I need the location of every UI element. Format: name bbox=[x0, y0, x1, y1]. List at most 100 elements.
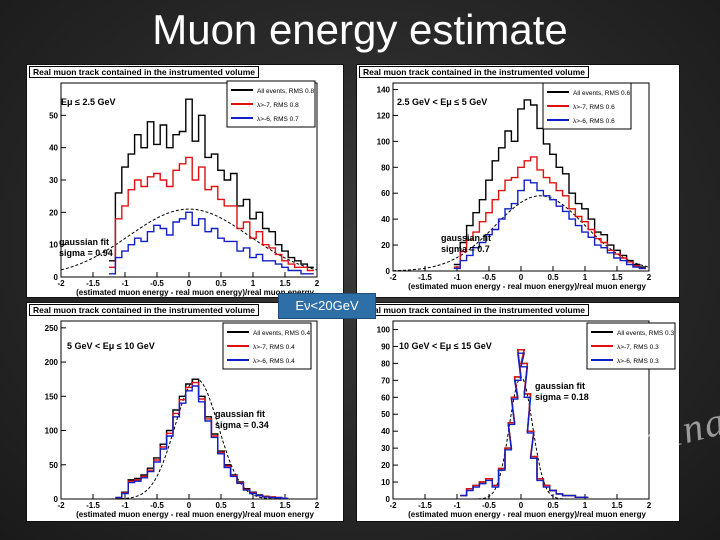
x-tick-label: -2 bbox=[57, 501, 65, 510]
y-tick-label: 100 bbox=[377, 137, 391, 146]
x-tick-label: 0.5 bbox=[547, 501, 559, 510]
x-tick-label: 2 bbox=[315, 279, 320, 288]
histogram-series-1 bbox=[453, 156, 646, 270]
x-tick-label: -2 bbox=[389, 501, 397, 510]
y-tick-label: 30 bbox=[49, 176, 58, 185]
histogram-panel-very-high-energy: Real muon track contained in the instrum… bbox=[356, 302, 680, 522]
energy-range-label: Eμ ≤ 2.5 GeV bbox=[61, 97, 115, 107]
y-tick-label: 80 bbox=[381, 163, 390, 172]
sigma-label: sigma = 0.7 bbox=[441, 244, 490, 254]
y-tick-label: 150 bbox=[45, 392, 59, 401]
y-tick-label: 10 bbox=[381, 478, 390, 487]
histogram-series-2 bbox=[115, 385, 289, 499]
histogram-series-2 bbox=[109, 211, 314, 275]
gaussian-fit-label: gaussian fit bbox=[441, 233, 491, 243]
histogram-series-1 bbox=[109, 156, 314, 272]
histogram-series-0 bbox=[453, 99, 646, 268]
x-tick-label: -1.5 bbox=[86, 501, 100, 510]
y-tick-label: 120 bbox=[377, 111, 391, 120]
x-tick-label: -1.5 bbox=[418, 501, 432, 510]
x-tick-label: 2 bbox=[647, 273, 652, 282]
x-tick-label: -0.5 bbox=[150, 279, 164, 288]
y-tick-label: 30 bbox=[381, 444, 390, 453]
x-axis-label: (estimated muon energy - real muon energ… bbox=[408, 510, 646, 519]
y-tick-label: 80 bbox=[381, 359, 390, 368]
energy-range-label: 2.5 GeV < Eμ ≤ 5 GeV bbox=[397, 97, 487, 107]
legend-entry: λ>-7, RMS 0.8 bbox=[257, 102, 299, 109]
y-tick-label: 40 bbox=[381, 427, 390, 436]
y-tick-label: 20 bbox=[49, 208, 58, 217]
y-tick-label: 60 bbox=[381, 393, 390, 402]
x-tick-label: 1.5 bbox=[279, 279, 291, 288]
gaussian-fit-curve bbox=[392, 195, 650, 272]
histogram-series-2 bbox=[460, 352, 589, 498]
legend-entry: λ>-7, RMS 0.3 bbox=[617, 344, 659, 351]
x-tick-label: 0.5 bbox=[547, 273, 559, 282]
x-tick-label: 0.5 bbox=[215, 501, 227, 510]
x-tick-label: 1 bbox=[251, 501, 256, 510]
histogram-panel-mid-energy: Real muon track contained in the instrum… bbox=[356, 64, 680, 298]
legend-entry: λ>-6, RMS 0.4 bbox=[253, 358, 295, 365]
y-tick-label: 10 bbox=[49, 241, 58, 250]
y-tick-label: 70 bbox=[381, 376, 390, 385]
x-axis-label: (estimated muon energy - real muon energ… bbox=[76, 288, 314, 297]
y-tick-label: 0 bbox=[386, 495, 391, 504]
x-axis-label: (estimated muon energy - real muon energ… bbox=[76, 510, 314, 519]
x-tick-label: 1 bbox=[583, 273, 588, 282]
y-tick-label: 20 bbox=[381, 241, 390, 250]
gaussian-fit-curve bbox=[60, 208, 318, 271]
legend-entry: λ>-6, RMS 0.3 bbox=[617, 358, 659, 365]
x-axis-label: (estimated muon energy - real muon energ… bbox=[408, 282, 646, 291]
histogram-chart: 0 10 20 30 40 50 -2 -1.5 -1 -0.5 0 0.5 1 1.5 2(estimat… bbox=[49, 80, 320, 297]
legend: All events, RMS 0.3 λ>-7, RMS 0.3 λ>-6, RM… bbox=[586, 322, 676, 370]
histogram-series-0 bbox=[109, 98, 314, 268]
histogram-series-2 bbox=[453, 179, 646, 270]
panel-header: Real muon track contained in the instrum… bbox=[29, 304, 259, 316]
legend-entry: λ>-6, RMS 0.6 bbox=[573, 118, 615, 125]
x-tick-label: -0.5 bbox=[482, 501, 496, 510]
gaussian-fit-label: gaussian fit bbox=[59, 237, 109, 247]
histogram-panel-high-energy: Real muon track contained in the instrum… bbox=[26, 302, 344, 522]
y-tick-label: 140 bbox=[377, 85, 391, 94]
x-tick-label: 0.5 bbox=[215, 279, 227, 288]
sigma-label: sigma = 0.94 bbox=[59, 248, 113, 258]
legend-entry: λ>-7, RMS 0.4 bbox=[253, 344, 295, 351]
x-tick-label: 1.5 bbox=[611, 273, 623, 282]
y-tick-label: 90 bbox=[381, 342, 390, 351]
energy-range-label: 5 GeV < Eμ ≤ 10 GeV bbox=[67, 341, 155, 351]
x-tick-label: 1.5 bbox=[279, 501, 291, 510]
x-tick-label: 1 bbox=[251, 279, 256, 288]
x-tick-label: 1.5 bbox=[611, 501, 623, 510]
legend-entry: λ>-7, RMS 0.6 bbox=[573, 104, 615, 111]
legend-entry: All events, RMS 0.8 bbox=[257, 88, 314, 95]
x-tick-label: -1.5 bbox=[86, 279, 100, 288]
x-tick-label: -1 bbox=[121, 501, 129, 510]
x-tick-label: 0 bbox=[519, 273, 524, 282]
x-tick-label: -1.5 bbox=[418, 273, 432, 282]
legend-entry: λ>-6, RMS 0.7 bbox=[257, 116, 299, 123]
y-tick-label: 60 bbox=[381, 189, 390, 198]
legend-entry: All events, RMS 0.4 bbox=[253, 330, 310, 337]
histogram-panel-low-energy: Real muon track contained in the instrum… bbox=[26, 64, 344, 298]
legend-entry: All events, RMS 0.6 bbox=[573, 90, 630, 97]
y-tick-label: 0 bbox=[54, 273, 59, 282]
histogram-chart: 0 20 40 60 80 100 120 140 -2 -1.5 -1 -0.5 0 0.5 1 1.5 2(… bbox=[377, 82, 652, 291]
y-tick-label: 20 bbox=[381, 461, 390, 470]
x-tick-label: 0 bbox=[519, 501, 524, 510]
y-tick-label: 0 bbox=[54, 495, 59, 504]
gaussian-fit-curve bbox=[61, 378, 317, 500]
gaussian-fit-label: gaussian fit bbox=[535, 381, 585, 391]
y-tick-label: 50 bbox=[49, 461, 58, 470]
gaussian-fit-label: gaussian fit bbox=[215, 409, 265, 419]
legend: All events, RMS 0.8 λ>-7, RMS 0.8 λ>-6, RM… bbox=[226, 80, 316, 128]
neutrino-energy-cut-label: Eν<20GeV bbox=[278, 293, 376, 319]
y-tick-label: 100 bbox=[45, 427, 59, 436]
y-tick-label: 250 bbox=[45, 324, 59, 333]
x-tick-label: -0.5 bbox=[150, 501, 164, 510]
x-tick-label: 2 bbox=[647, 501, 652, 510]
panel-header: Real muon track contained in the instrum… bbox=[359, 66, 589, 78]
slide-title: Muon energy estimate bbox=[152, 6, 568, 53]
x-tick-label: -1 bbox=[121, 279, 129, 288]
x-tick-label: -2 bbox=[57, 279, 65, 288]
y-tick-label: 40 bbox=[49, 144, 58, 153]
